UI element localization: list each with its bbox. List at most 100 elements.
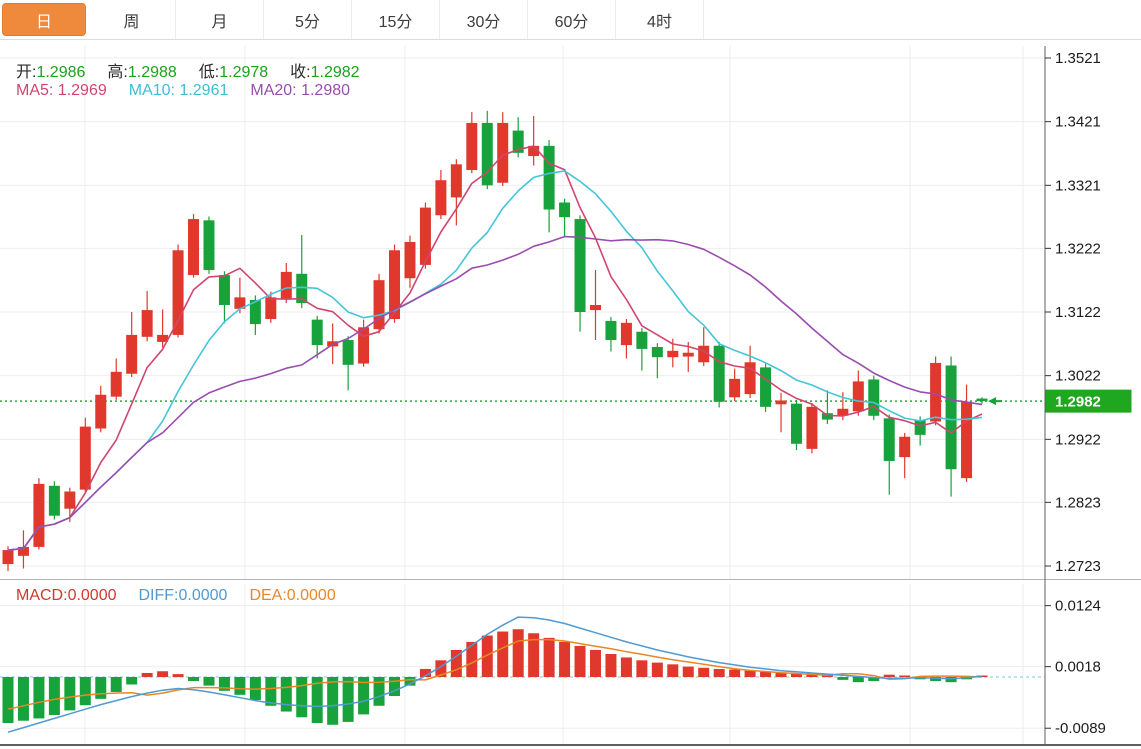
candle-body	[651, 347, 663, 358]
price-tick-label: 1.3022	[1055, 368, 1101, 385]
macd-bar	[141, 672, 153, 677]
candle-body	[17, 546, 29, 556]
candle-body	[914, 420, 926, 435]
candle-body	[435, 180, 447, 216]
macd-bar	[110, 677, 122, 692]
macd-bar	[837, 677, 849, 680]
macd-bar	[605, 653, 617, 677]
ma5-line	[7, 145, 983, 551]
candle-body	[419, 207, 431, 265]
price-axis: 1.3521 1.3421 1.3321 1.3222 1.3122 1.3022 1.29…	[1045, 50, 1101, 575]
macd-bar	[790, 673, 802, 677]
macd-bar	[404, 677, 416, 686]
macd-bar	[2, 677, 14, 724]
macd-readout: MACD:0.0000	[16, 587, 117, 604]
macd-bar	[528, 633, 540, 677]
candle-body	[512, 130, 524, 153]
ma10-layer	[7, 170, 983, 551]
candle-body	[868, 379, 880, 416]
ma20-line	[7, 235, 983, 551]
macd-bar	[450, 649, 462, 677]
macd-bar	[466, 641, 478, 677]
candle-body	[373, 280, 385, 330]
candle-body	[296, 273, 308, 304]
macd-bar	[806, 674, 818, 677]
candle-body	[821, 413, 833, 420]
candle-body	[342, 340, 354, 365]
candle-body	[389, 250, 401, 320]
candle-body	[218, 275, 230, 305]
macd-bar	[744, 670, 756, 677]
macd-bar	[188, 677, 200, 682]
ma5-readout: MA5: 1.2969	[16, 82, 107, 99]
ma-legend: MA5: 1.2969 MA10: 1.2961 MA20: 1.2980	[16, 82, 372, 100]
price-badge-bg	[1045, 389, 1132, 413]
macd-bar	[218, 677, 230, 691]
candles-layer[interactable]	[2, 110, 988, 572]
candle-body	[775, 400, 787, 405]
macd-bar	[64, 677, 76, 711]
macd-bar	[280, 677, 292, 712]
tab-day[interactable]: 日	[0, 0, 88, 39]
candle-body	[2, 550, 14, 565]
candle-body	[64, 491, 76, 509]
ohlc-close: 收:1.2982	[290, 64, 360, 81]
macd-bar	[651, 662, 663, 677]
macd-bar	[868, 677, 880, 682]
macd-bar	[667, 664, 679, 677]
tab-30min[interactable]: 30分	[440, 0, 528, 39]
candle-body	[589, 304, 601, 311]
diff-line	[7, 616, 983, 733]
candle-body	[667, 350, 679, 358]
dea-line	[7, 638, 983, 710]
tab-60min[interactable]: 60分	[528, 0, 616, 39]
candle-body	[249, 299, 261, 325]
tab-5min[interactable]: 5分	[264, 0, 352, 39]
ma20-layer	[7, 235, 983, 551]
ma5-layer	[7, 145, 983, 551]
macd-legend: MACD:0.0000 DIFF:0.0000 DEA:0.0000	[16, 587, 358, 605]
macd-histogram	[2, 629, 988, 725]
candle-body	[280, 271, 292, 300]
tab-15min[interactable]: 15分	[352, 0, 440, 39]
candle-body	[172, 250, 184, 335]
macd-bar	[327, 677, 339, 725]
macd-tick-label: 0.0124	[1055, 598, 1101, 615]
diff-readout: DIFF:0.0000	[138, 587, 228, 604]
candle-body	[265, 297, 277, 320]
candle-body	[110, 371, 122, 397]
current-price-arrow	[988, 397, 1002, 406]
dea-readout: DEA:0.0000	[249, 587, 336, 604]
tab-day-label: 日	[2, 3, 86, 36]
candle-body	[48, 485, 60, 516]
macd-bar	[17, 677, 29, 721]
candle-body	[528, 145, 540, 157]
candle-body	[837, 408, 849, 416]
timeframe-tabbar: 日 周 月 5分 15分 30分 60分 4时	[0, 0, 1141, 40]
macd-bar	[512, 629, 524, 677]
macd-bar	[172, 674, 184, 677]
ma10-readout: MA10: 1.2961	[128, 82, 229, 99]
tab-4hour[interactable]: 4时	[616, 0, 704, 39]
price-tick-label: 1.3321	[1055, 177, 1101, 194]
tab-week[interactable]: 周	[88, 0, 176, 39]
candle-body	[358, 327, 370, 364]
ma10-line	[7, 170, 983, 551]
macd-bar	[373, 677, 385, 706]
macd-bar	[342, 677, 354, 722]
candle-body	[976, 398, 988, 402]
macd-bar	[930, 677, 942, 682]
tab-month[interactable]: 月	[176, 0, 264, 39]
candle-body	[95, 394, 107, 429]
candle-body	[605, 320, 617, 341]
ma20-readout: MA20: 1.2980	[250, 82, 351, 99]
macd-bar	[543, 637, 555, 677]
candle-body	[404, 241, 416, 279]
macd-bar	[589, 649, 601, 677]
candle-body	[899, 436, 911, 458]
macd-bar	[497, 631, 509, 677]
macd-bar	[234, 677, 246, 695]
candle-body	[698, 345, 710, 363]
macd-bar	[265, 677, 277, 706]
